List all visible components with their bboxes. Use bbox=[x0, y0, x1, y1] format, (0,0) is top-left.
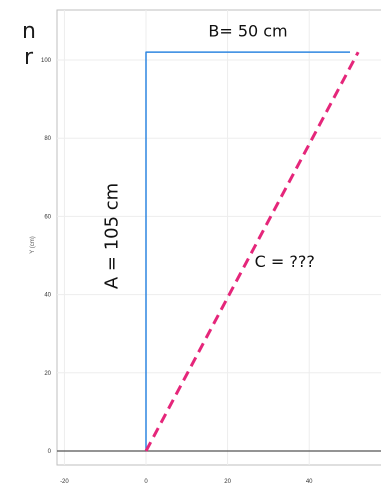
right-angle-path bbox=[145, 51, 350, 451]
label-a: A = 105 cm bbox=[101, 183, 122, 289]
x-tick-label: 0 bbox=[144, 479, 148, 485]
x-tick-label: -20 bbox=[60, 479, 69, 485]
y-tick-label: 60 bbox=[44, 214, 51, 220]
y-tick-label: 0 bbox=[48, 449, 52, 455]
x-tick-label: 20 bbox=[224, 479, 231, 485]
ticks: -20 0 20 40 0 20 40 60 80 100 bbox=[41, 58, 313, 485]
y-tick-label: 80 bbox=[44, 136, 51, 142]
label-c: C = ??? bbox=[255, 252, 315, 271]
label-b: B= 50 cm bbox=[208, 22, 287, 41]
fragment-top: n bbox=[22, 19, 36, 44]
x-tick-label: 40 bbox=[306, 479, 313, 485]
fragment-mid: r bbox=[24, 45, 34, 70]
y-tick-label: 20 bbox=[44, 371, 51, 377]
y-tick-label: 40 bbox=[44, 293, 51, 299]
y-axis-label: Y (cm) bbox=[30, 236, 36, 254]
y-tick-label: 100 bbox=[41, 58, 52, 64]
series bbox=[144, 51, 360, 452]
hypotenuse-dashed bbox=[144, 51, 360, 452]
annotations: B= 50 cm A = 105 cm C = ??? bbox=[101, 22, 314, 290]
plot-area bbox=[56, 9, 381, 466]
